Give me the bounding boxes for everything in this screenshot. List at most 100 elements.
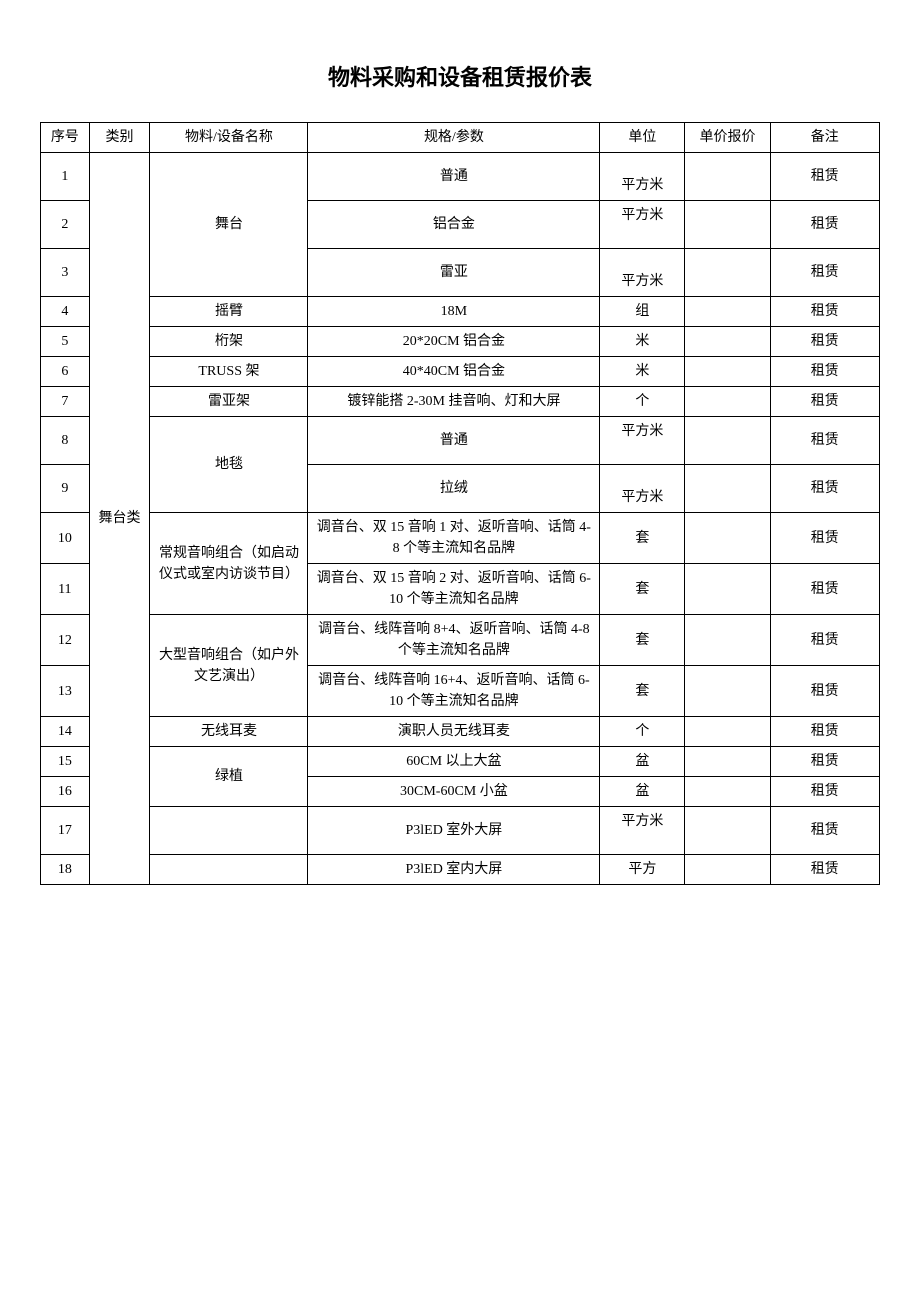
cell-unit: 盆 [600,747,685,777]
cell-price [685,297,770,327]
cell-seq: 6 [41,357,90,387]
table-row: 14 无线耳麦 演职人员无线耳麦 个 租赁 [41,717,880,747]
cell-note: 租赁 [770,855,879,885]
cell-name: 摇臂 [150,297,308,327]
cell-price [685,855,770,885]
cell-unit: 平方米 [600,201,685,249]
cell-spec: 调音台、双 15 音响 1 对、返听音响、话筒 4-8 个等主流知名品牌 [308,513,600,564]
cell-seq: 5 [41,327,90,357]
cell-note: 租赁 [770,615,879,666]
cell-price [685,357,770,387]
cell-unit: 平方米 [600,807,685,855]
cell-price [685,465,770,513]
table-row: 10 常规音响组合（如启动仪式或室内访谈节目） 调音台、双 15 音响 1 对、… [41,513,880,564]
cell-seq: 4 [41,297,90,327]
cell-note: 租赁 [770,297,879,327]
cell-seq: 13 [41,666,90,717]
cell-spec: P3lED 室内大屏 [308,855,600,885]
cell-price [685,777,770,807]
cell-note: 租赁 [770,666,879,717]
cell-note: 租赁 [770,465,879,513]
cell-unit: 平方米 [600,465,685,513]
cell-unit: 套 [600,564,685,615]
cell-note: 租赁 [770,153,879,201]
cell-unit: 套 [600,615,685,666]
cell-seq: 11 [41,564,90,615]
cell-price [685,201,770,249]
cell-spec: 演职人员无线耳麦 [308,717,600,747]
cell-seq: 8 [41,417,90,465]
cell-seq: 16 [41,777,90,807]
cell-spec: 调音台、双 15 音响 2 对、返听音响、话筒 6-10 个等主流知名品牌 [308,564,600,615]
cell-name [150,807,308,855]
cell-note: 租赁 [770,807,879,855]
cell-price [685,327,770,357]
cell-note: 租赁 [770,201,879,249]
cell-seq: 9 [41,465,90,513]
cell-name: 常规音响组合（如启动仪式或室内访谈节目） [150,513,308,615]
table-row: 12 大型音响组合（如户外文艺演出） 调音台、线阵音响 8+4、返听音响、话筒 … [41,615,880,666]
cell-unit: 盆 [600,777,685,807]
header-price: 单价报价 [685,123,770,153]
cell-price [685,747,770,777]
cell-note: 租赁 [770,417,879,465]
cell-price [685,417,770,465]
table-row: 1 舞台类 舞台 普通 平方米 租赁 [41,153,880,201]
cell-name: 桁架 [150,327,308,357]
cell-note: 租赁 [770,777,879,807]
cell-unit: 米 [600,327,685,357]
cell-spec: 拉绒 [308,465,600,513]
cell-seq: 18 [41,855,90,885]
cell-price [685,807,770,855]
cell-unit: 套 [600,666,685,717]
cell-note: 租赁 [770,249,879,297]
header-seq: 序号 [41,123,90,153]
cell-price [685,564,770,615]
cell-spec: 镀锌能搭 2-30M 挂音响、灯和大屏 [308,387,600,417]
cell-unit: 个 [600,387,685,417]
cell-name: 无线耳麦 [150,717,308,747]
cell-spec: 60CM 以上大盆 [308,747,600,777]
cell-price [685,387,770,417]
header-category: 类别 [89,123,150,153]
cell-name [150,855,308,885]
cell-name: 大型音响组合（如户外文艺演出） [150,615,308,717]
cell-seq: 17 [41,807,90,855]
cell-spec: 雷亚 [308,249,600,297]
cell-note: 租赁 [770,747,879,777]
header-unit: 单位 [600,123,685,153]
cell-unit: 平方 [600,855,685,885]
cell-seq: 10 [41,513,90,564]
header-note: 备注 [770,123,879,153]
cell-seq: 2 [41,201,90,249]
cell-note: 租赁 [770,717,879,747]
cell-spec: P3lED 室外大屏 [308,807,600,855]
cell-spec: 铝合金 [308,201,600,249]
cell-spec: 18M [308,297,600,327]
page-title: 物料采购和设备租赁报价表 [40,60,880,92]
cell-seq: 15 [41,747,90,777]
cell-unit: 组 [600,297,685,327]
cell-note: 租赁 [770,327,879,357]
header-spec: 规格/参数 [308,123,600,153]
cell-note: 租赁 [770,513,879,564]
cell-unit: 米 [600,357,685,387]
cell-price [685,666,770,717]
cell-spec: 调音台、线阵音响 8+4、返听音响、话筒 4-8 个等主流知名品牌 [308,615,600,666]
cell-spec: 40*40CM 铝合金 [308,357,600,387]
cell-spec: 20*20CM 铝合金 [308,327,600,357]
cell-name: 绿植 [150,747,308,807]
cell-price [685,249,770,297]
cell-seq: 3 [41,249,90,297]
quotation-table: 序号 类别 物料/设备名称 规格/参数 单位 单价报价 备注 1 舞台类 舞台 … [40,122,880,885]
cell-seq: 12 [41,615,90,666]
cell-category: 舞台类 [89,153,150,885]
table-header-row: 序号 类别 物料/设备名称 规格/参数 单位 单价报价 备注 [41,123,880,153]
cell-note: 租赁 [770,564,879,615]
cell-unit: 平方米 [600,153,685,201]
cell-seq: 14 [41,717,90,747]
header-name: 物料/设备名称 [150,123,308,153]
cell-seq: 7 [41,387,90,417]
table-row: 7 雷亚架 镀锌能搭 2-30M 挂音响、灯和大屏 个 租赁 [41,387,880,417]
cell-name: 地毯 [150,417,308,513]
